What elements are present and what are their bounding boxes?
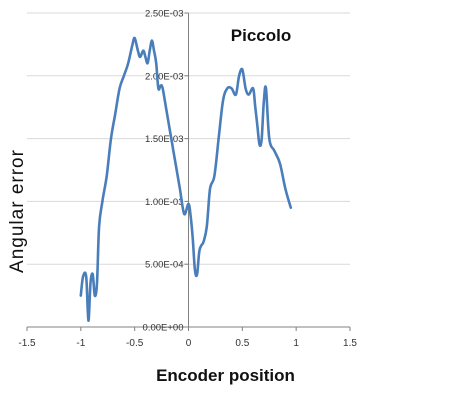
y-tick-label: 2.00E-03 xyxy=(145,71,184,82)
axes xyxy=(27,13,350,328)
x-tick-label: 0.5 xyxy=(235,338,249,349)
y-axis-ticks: 0.00E+00 5.00E-04 1.00E-03 1.50E-03 2.00E-03… xyxy=(143,9,189,334)
chart-title: Piccolo xyxy=(230,26,292,45)
y-axis-title: Angular error xyxy=(7,149,28,273)
y-tick-label: 1.00E-03 xyxy=(145,197,184,208)
series-line xyxy=(79,36,293,323)
x-tick-label: -1 xyxy=(76,338,85,349)
x-axis-ticks: -1.5 -1 -0.5 0 0.5 1 1.5 xyxy=(18,327,357,349)
y-tick-label: 5.00E-04 xyxy=(145,260,184,271)
y-tick-label: 1.50E-03 xyxy=(145,134,184,145)
x-tick-label: 0 xyxy=(186,338,192,349)
x-tick-label: 1 xyxy=(293,338,299,349)
x-axis-title: Encoder position xyxy=(156,366,295,385)
x-tick-label: -1.5 xyxy=(18,338,36,349)
series-layer xyxy=(79,36,293,323)
x-tick-label: 1.5 xyxy=(343,338,357,349)
y-tick-label: 0.00E+00 xyxy=(143,323,184,334)
x-tick-label: -0.5 xyxy=(126,338,144,349)
y-tick-label: 2.50E-03 xyxy=(145,9,184,20)
